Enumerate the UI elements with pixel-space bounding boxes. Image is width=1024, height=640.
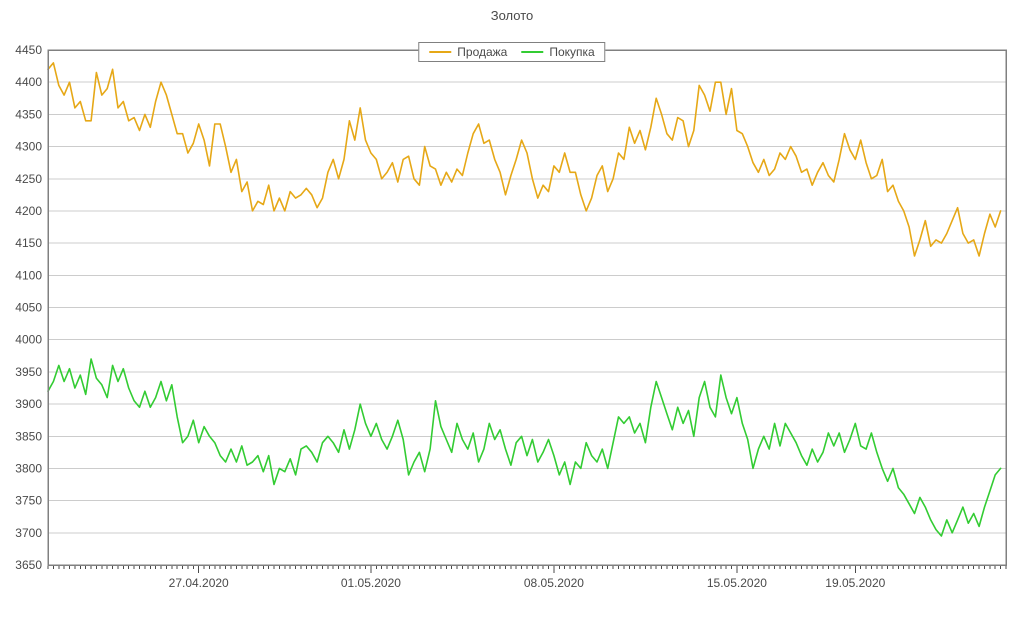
svg-text:27.04.2020: 27.04.2020 — [169, 576, 229, 590]
chart-canvas: 3650 3700 3750 3800 3850 3900 3950 4000 4050 4100… — [0, 0, 1024, 640]
svg-text:3900: 3900 — [15, 397, 42, 411]
svg-text:3950: 3950 — [15, 365, 42, 379]
svg-text:4450: 4450 — [15, 43, 42, 57]
legend-item-buy: Покупка — [521, 45, 594, 59]
legend-label: Продажа — [457, 45, 507, 59]
svg-text:3850: 3850 — [15, 429, 42, 443]
svg-text:3750: 3750 — [15, 494, 42, 508]
legend-swatch-sell — [429, 51, 451, 53]
chart-title: Золото — [0, 8, 1024, 23]
svg-text:19.05.2020: 19.05.2020 — [825, 576, 885, 590]
svg-text:4300: 4300 — [15, 140, 42, 154]
svg-text:4000: 4000 — [15, 333, 42, 347]
chart-legend: Продажа Покупка — [418, 42, 605, 62]
legend-label: Покупка — [549, 45, 594, 59]
svg-text:08.05.2020: 08.05.2020 — [524, 576, 584, 590]
svg-text:3700: 3700 — [15, 526, 42, 540]
svg-text:01.05.2020: 01.05.2020 — [341, 576, 401, 590]
svg-text:4200: 4200 — [15, 204, 42, 218]
svg-text:3800: 3800 — [15, 461, 42, 475]
svg-text:4350: 4350 — [15, 107, 42, 121]
svg-text:3650: 3650 — [15, 558, 42, 572]
svg-text:4150: 4150 — [15, 236, 42, 250]
svg-text:4250: 4250 — [15, 172, 42, 186]
svg-text:4050: 4050 — [15, 301, 42, 315]
gold-price-chart: Золото Продажа Покупка 36503700375038003… — [0, 0, 1024, 640]
legend-swatch-buy — [521, 51, 543, 53]
svg-text:4400: 4400 — [15, 75, 42, 89]
svg-text:4100: 4100 — [15, 268, 42, 282]
legend-item-sell: Продажа — [429, 45, 507, 59]
svg-text:15.05.2020: 15.05.2020 — [707, 576, 767, 590]
